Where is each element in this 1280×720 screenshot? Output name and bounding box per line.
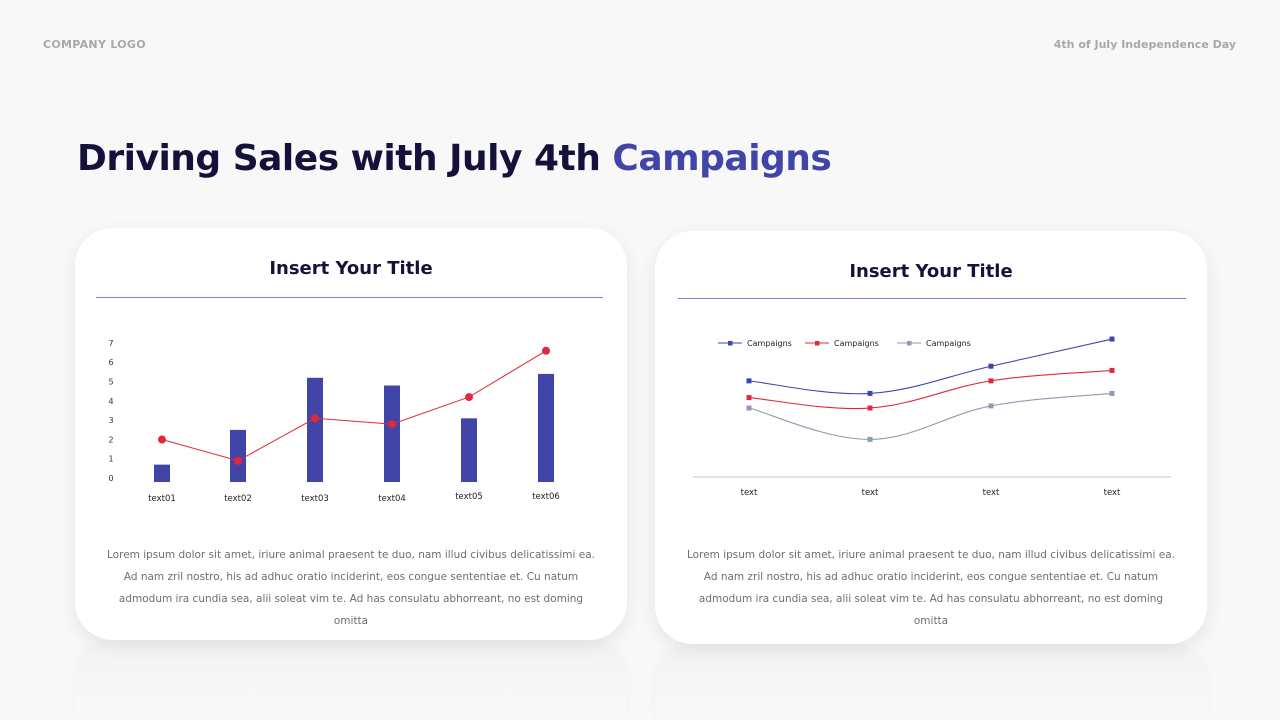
- series-marker: [988, 363, 994, 369]
- trend-line: [161, 350, 547, 462]
- card-reflection-left: [75, 644, 627, 720]
- y-tick-label: 6: [108, 358, 113, 367]
- bar: [384, 385, 400, 482]
- line-marker: [388, 420, 396, 429]
- line-chart-card: Insert Your Title text text text text Campai…: [655, 231, 1207, 644]
- combo-bar-line-chart: 0 1 2 3 4 5 6 7 text01 text02 text03 text04 text05 te…: [108, 339, 560, 504]
- legend-label: Campaigns: [926, 339, 971, 348]
- x-tick-label: text04: [378, 494, 406, 504]
- series-marker: [867, 436, 873, 442]
- series-line: [748, 338, 1113, 395]
- y-tick-label: 3: [108, 416, 113, 425]
- y-tick-label: 4: [108, 397, 113, 406]
- x-tick-label: text06: [532, 492, 560, 502]
- y-tick-label: 0: [108, 474, 113, 483]
- series-line: [748, 392, 1113, 440]
- x-tick-label: text: [862, 488, 879, 498]
- x-tick-label: text01: [148, 494, 176, 504]
- x-tick-label: text: [983, 488, 1000, 498]
- legend-marker: [907, 341, 912, 346]
- bar: [230, 429, 246, 482]
- company-logo: COMPANY LOGO: [43, 38, 146, 51]
- bar: [307, 377, 323, 482]
- bar: [154, 464, 170, 482]
- y-tick-label: 7: [108, 339, 113, 348]
- series-marker: [746, 378, 752, 384]
- x-tick-label: text: [741, 488, 758, 498]
- x-tick-label: text05: [455, 492, 483, 502]
- legend-label: Campaigns: [747, 339, 792, 348]
- legend-label: Campaigns: [834, 339, 879, 348]
- legend-marker: [728, 341, 733, 346]
- series-marker: [1109, 336, 1115, 342]
- page-title-main: Driving Sales with July 4th: [77, 138, 613, 179]
- title-divider: [678, 298, 1186, 299]
- line-marker: [542, 346, 550, 355]
- smooth-line-chart: text text text text Campaigns Campaigns Campai…: [693, 336, 1171, 498]
- series-marker: [746, 395, 752, 401]
- legend-item: Campaigns: [897, 339, 971, 348]
- line-marker: [234, 456, 242, 465]
- card-description: Lorem ipsum dolor sit amet, iriure anima…: [687, 549, 1175, 627]
- legend-item: Campaigns: [718, 339, 792, 348]
- series-line: [748, 369, 1113, 410]
- x-tick-label: text02: [224, 494, 252, 504]
- x-tick-label: text: [1104, 488, 1121, 498]
- page-title: Driving Sales with July 4th Campaigns: [77, 138, 832, 179]
- line-marker: [311, 414, 319, 423]
- title-divider: [96, 297, 603, 298]
- line-marker: [465, 393, 473, 402]
- line-marker: [158, 435, 166, 444]
- card-description: Lorem ipsum dolor sit amet, iriure anima…: [107, 549, 595, 627]
- y-tick-label: 1: [108, 455, 113, 464]
- bar-line-chart-card: Insert Your Title 0 1 2 3 4 5 6 7 text01 text02 te…: [75, 228, 627, 640]
- x-tick-label: text03: [301, 494, 329, 504]
- page-title-accent: Campaigns: [612, 138, 832, 179]
- event-label: 4th of July Independence Day: [1053, 38, 1236, 51]
- card-reflection-right: [655, 648, 1207, 720]
- bar: [538, 373, 554, 482]
- card-title: Insert Your Title: [269, 258, 433, 279]
- legend-marker: [815, 341, 820, 346]
- bar: [461, 418, 477, 482]
- series-marker: [988, 403, 994, 409]
- card-title: Insert Your Title: [849, 261, 1013, 282]
- legend-item: Campaigns: [805, 339, 879, 348]
- series-marker: [988, 378, 994, 384]
- series-marker: [867, 405, 873, 411]
- series-marker: [746, 405, 752, 411]
- y-tick-label: 2: [108, 435, 113, 444]
- series-marker: [867, 390, 873, 396]
- y-tick-label: 5: [108, 378, 113, 387]
- series-marker: [1109, 367, 1115, 373]
- series-marker: [1109, 390, 1115, 396]
